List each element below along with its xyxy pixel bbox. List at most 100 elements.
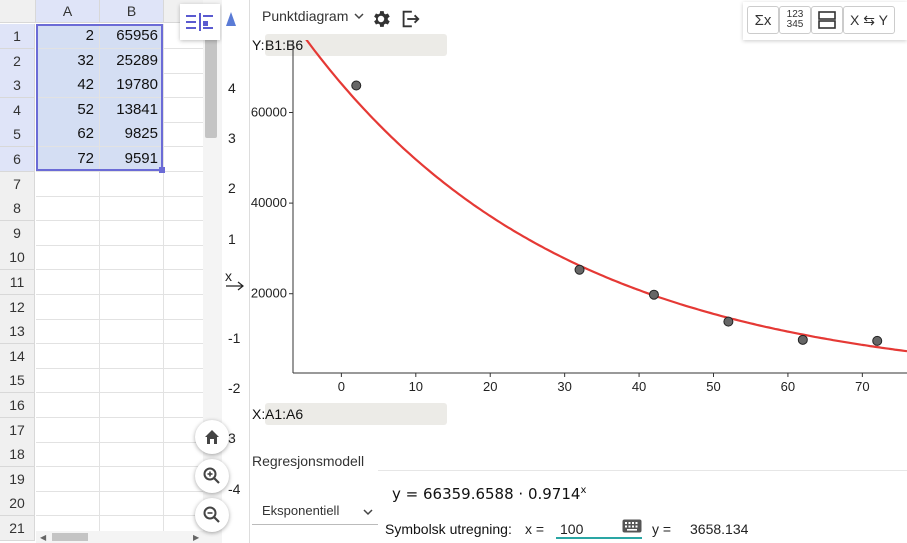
table-cell[interactable]	[100, 270, 164, 295]
row-header[interactable]: 17	[0, 417, 35, 443]
style-bar-toggle-button[interactable]	[180, 4, 220, 40]
corner-header[interactable]	[0, 0, 36, 23]
table-cell[interactable]	[164, 294, 204, 320]
fill-handle[interactable]	[159, 167, 165, 173]
export-button[interactable]	[396, 5, 424, 33]
row-header[interactable]: 6	[0, 147, 35, 172]
table-cell[interactable]	[164, 393, 204, 418]
scatter-plot[interactable]: 0 10 20 30 40 50 60 70 20000 40000 60000	[250, 40, 907, 400]
row-header[interactable]: 18	[0, 442, 35, 468]
table-cell[interactable]	[100, 466, 164, 492]
regression-model-dropdown[interactable]	[252, 497, 378, 525]
table-cell[interactable]	[36, 417, 100, 443]
keyboard-icon[interactable]	[622, 519, 642, 533]
row-header[interactable]: 7	[0, 171, 35, 197]
plot-type-dropdown[interactable]: Punktdiagram	[262, 8, 349, 24]
column-header-a[interactable]: A	[36, 0, 100, 23]
table-cell[interactable]	[100, 196, 164, 222]
row-header[interactable]: 5	[0, 122, 35, 148]
data-table-button[interactable]: 123 345	[779, 6, 811, 34]
split-view-button[interactable]	[811, 6, 843, 34]
table-cell[interactable]	[36, 368, 100, 394]
table-cell[interactable]	[36, 491, 100, 517]
table-cell[interactable]	[36, 171, 100, 197]
table-cell[interactable]	[164, 97, 204, 123]
table-cell[interactable]	[100, 343, 164, 369]
chevron-down-icon[interactable]	[362, 506, 374, 518]
table-cell[interactable]	[100, 442, 164, 468]
table-cell[interactable]: 72	[36, 147, 100, 172]
table-cell[interactable]	[36, 319, 100, 345]
row-header[interactable]: 3	[0, 73, 35, 99]
row-header[interactable]: 8	[0, 196, 35, 222]
table-cell[interactable]: 32	[36, 48, 100, 74]
table-cell[interactable]	[36, 196, 100, 222]
y-source-field[interactable]: B1:B6	[265, 34, 447, 56]
table-cell[interactable]	[164, 147, 204, 172]
scroll-right-arrow-icon[interactable]: ▶	[193, 533, 200, 542]
table-cell[interactable]	[100, 417, 164, 443]
table-cell[interactable]	[100, 319, 164, 345]
table-cell[interactable]	[36, 245, 100, 271]
row-header[interactable]: 11	[0, 270, 35, 295]
table-cell[interactable]: 9591	[100, 147, 164, 172]
settings-button[interactable]	[367, 5, 395, 33]
table-cell[interactable]: 65956	[100, 24, 164, 49]
zoom-in-button[interactable]	[195, 459, 229, 493]
x-source-field[interactable]: A1:A6	[265, 403, 447, 425]
row-header[interactable]: 1	[0, 24, 35, 49]
table-cell[interactable]	[164, 368, 204, 394]
table-cell[interactable]	[36, 270, 100, 295]
zoom-out-button[interactable]	[195, 498, 229, 532]
table-cell[interactable]	[164, 220, 204, 246]
table-cell[interactable]: 13841	[100, 97, 164, 123]
x-value-input[interactable]	[556, 517, 642, 539]
table-cell[interactable]	[164, 270, 204, 295]
table-cell[interactable]	[164, 245, 204, 271]
table-cell[interactable]: 9825	[100, 122, 164, 148]
home-button[interactable]	[195, 420, 229, 454]
row-header[interactable]: 10	[0, 245, 35, 271]
scroll-left-arrow-icon[interactable]: ◀	[40, 533, 47, 542]
table-cell[interactable]	[164, 343, 204, 369]
table-cell[interactable]	[164, 73, 204, 99]
row-header[interactable]: 9	[0, 220, 35, 246]
table-cell[interactable]: 62	[36, 122, 100, 148]
table-cell[interactable]	[36, 466, 100, 492]
table-cell[interactable]: 42	[36, 73, 100, 99]
statistics-button[interactable]: Σx	[747, 6, 779, 34]
table-cell[interactable]	[100, 491, 164, 517]
vertical-scroll-thumb[interactable]	[205, 20, 217, 138]
table-cell[interactable]	[36, 393, 100, 418]
table-cell[interactable]	[164, 196, 204, 222]
row-header[interactable]: 14	[0, 343, 35, 369]
row-header[interactable]: 20	[0, 491, 35, 517]
graphics-view-strip[interactable]	[222, 0, 250, 543]
row-header[interactable]: 21	[0, 516, 35, 541]
table-cell[interactable]	[164, 171, 204, 197]
table-cell[interactable]: 25289	[100, 48, 164, 74]
row-header[interactable]: 12	[0, 294, 35, 320]
row-header[interactable]: 4	[0, 97, 35, 123]
table-cell[interactable]	[100, 220, 164, 246]
table-cell[interactable]	[164, 319, 204, 345]
table-cell[interactable]	[164, 48, 204, 74]
table-cell[interactable]: 52	[36, 97, 100, 123]
table-cell[interactable]	[100, 393, 164, 418]
row-header[interactable]: 13	[0, 319, 35, 345]
horizontal-scroll-thumb[interactable]	[52, 533, 88, 541]
table-cell[interactable]	[36, 343, 100, 369]
table-cell[interactable]	[100, 368, 164, 394]
table-cell[interactable]	[36, 442, 100, 468]
table-cell[interactable]	[36, 294, 100, 320]
table-cell[interactable]	[100, 171, 164, 197]
row-header[interactable]: 16	[0, 393, 35, 418]
row-header[interactable]: 15	[0, 368, 35, 394]
table-cell[interactable]: 2	[36, 24, 100, 49]
table-cell[interactable]	[164, 122, 204, 148]
row-header[interactable]: 2	[0, 48, 35, 74]
swap-xy-button[interactable]: X ⇆ Y	[843, 6, 895, 34]
row-header[interactable]: 19	[0, 466, 35, 492]
table-cell[interactable]: 19780	[100, 73, 164, 99]
table-cell[interactable]	[100, 294, 164, 320]
